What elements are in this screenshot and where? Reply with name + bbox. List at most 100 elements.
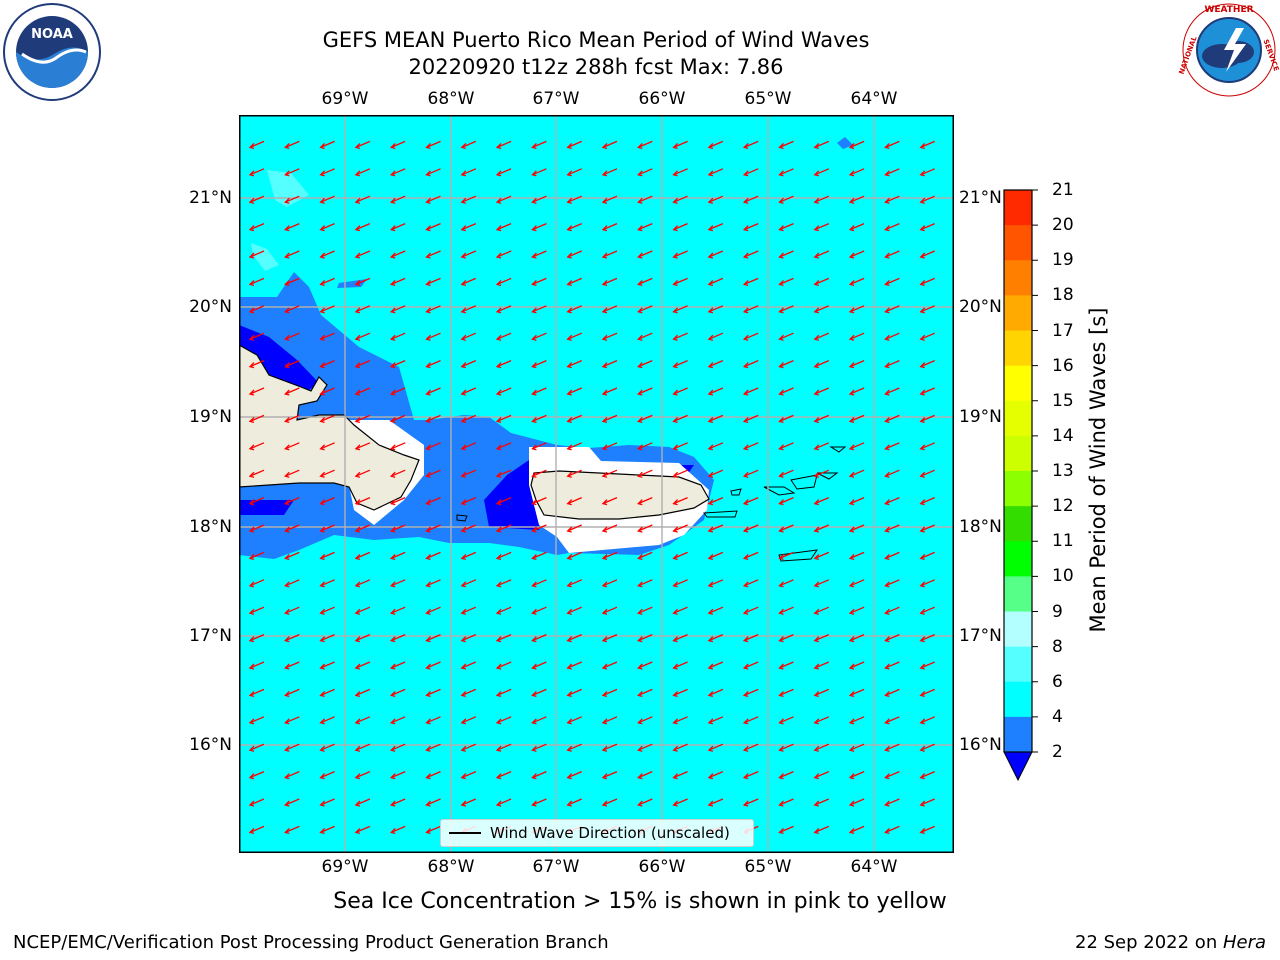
wave-direction-arrowhead bbox=[813, 197, 820, 204]
wave-direction-arrow bbox=[638, 524, 653, 532]
wave-direction-arrowhead bbox=[707, 389, 714, 396]
wave-direction-arrow bbox=[567, 469, 582, 477]
wave-direction-arrowhead bbox=[637, 581, 643, 588]
wave-direction-arrowhead bbox=[354, 553, 361, 561]
wave-direction-arrow bbox=[355, 223, 371, 231]
lon-label-top: 64°W bbox=[850, 89, 898, 109]
wave-direction-arrow bbox=[461, 688, 477, 696]
wave-direction-arrow bbox=[532, 332, 547, 340]
wave-direction-arrowhead bbox=[848, 252, 855, 259]
wave-direction-arrow bbox=[355, 771, 371, 779]
wave-direction-arrow bbox=[390, 798, 406, 806]
wave-direction-arrowhead bbox=[531, 690, 537, 698]
wave-direction-arrow bbox=[743, 195, 759, 203]
wave-direction-arrow bbox=[461, 634, 477, 642]
wave-direction-arrow bbox=[602, 387, 618, 395]
wave-direction-arrow bbox=[743, 551, 759, 559]
wave-direction-arrow bbox=[743, 524, 759, 532]
wave-direction-arrow bbox=[920, 195, 935, 203]
colorbar-tick-label: 21 bbox=[1052, 180, 1074, 200]
wave-direction-arrowhead bbox=[248, 636, 255, 643]
wave-direction-arrow bbox=[249, 195, 265, 203]
wave-direction-arrowhead bbox=[919, 334, 926, 341]
wave-direction-arrowhead bbox=[460, 526, 467, 533]
wave-direction-arrow bbox=[638, 360, 653, 368]
wave-direction-arrowhead bbox=[531, 499, 537, 506]
colorbar-segment bbox=[1004, 541, 1032, 577]
wave-direction-arrow bbox=[461, 223, 477, 231]
wave-direction-arrowhead bbox=[566, 690, 573, 698]
wave-direction-arrowhead bbox=[919, 663, 926, 670]
wave-direction-arrowhead bbox=[566, 279, 573, 287]
wave-direction-arrowhead bbox=[813, 800, 820, 807]
wave-direction-arrowhead bbox=[460, 279, 467, 287]
lon-label-top: 65°W bbox=[744, 89, 792, 109]
wave-direction-arrowhead bbox=[389, 416, 396, 424]
wave-direction-arrowhead bbox=[460, 225, 467, 232]
wave-direction-arrowhead bbox=[566, 334, 573, 341]
wave-direction-arrowhead bbox=[884, 252, 890, 259]
wave-direction-arrowhead bbox=[319, 389, 326, 396]
wave-direction-arrowhead bbox=[389, 334, 396, 341]
footer-date-text: 22 Sep 2022 on bbox=[1075, 932, 1223, 953]
wave-direction-arrowhead bbox=[566, 471, 573, 478]
wave-direction-arrow bbox=[708, 360, 724, 368]
wave-direction-arrowhead bbox=[848, 334, 855, 341]
wave-direction-arrow bbox=[496, 661, 512, 669]
wave-direction-arrowhead bbox=[707, 773, 714, 780]
wave-direction-arrowhead bbox=[778, 471, 784, 478]
wave-direction-arrow bbox=[567, 579, 582, 587]
wave-direction-arrow bbox=[779, 825, 794, 833]
wave-direction-arrow bbox=[285, 360, 300, 368]
wave-direction-arrowhead bbox=[495, 444, 502, 451]
wave-direction-arrowhead bbox=[672, 416, 679, 424]
wave-direction-arrow bbox=[285, 250, 300, 258]
wave-direction-arrow bbox=[461, 798, 477, 806]
wave-direction-arrow bbox=[249, 551, 265, 559]
wave-direction-arrow bbox=[885, 825, 900, 833]
wave-direction-arrowhead bbox=[601, 252, 608, 259]
puerto-rico-land bbox=[530, 470, 710, 520]
wave-direction-arrowhead bbox=[389, 307, 396, 314]
wave-direction-arrowhead bbox=[284, 197, 290, 204]
wave-direction-arrow bbox=[390, 223, 406, 231]
wave-direction-arrowhead bbox=[919, 499, 926, 506]
wave-direction-arrowhead bbox=[707, 225, 714, 232]
wave-direction-arrow bbox=[496, 634, 512, 642]
wave-direction-arrowhead bbox=[884, 608, 890, 615]
wave-direction-arrow bbox=[743, 469, 759, 477]
wave-direction-arrowhead bbox=[319, 170, 326, 177]
wave-direction-arrowhead bbox=[848, 526, 855, 533]
wave-direction-arrowhead bbox=[248, 718, 255, 725]
wave-direction-arrow bbox=[355, 743, 371, 751]
map-title: GEFS MEAN Puerto Rico Mean Period of Win… bbox=[322, 28, 870, 52]
wave-direction-arrowhead bbox=[531, 773, 537, 780]
svg-text:WEATHER: WEATHER bbox=[1204, 5, 1253, 15]
wave-direction-arrowhead bbox=[389, 553, 396, 561]
wave-direction-arrowhead bbox=[531, 334, 537, 341]
wave-direction-arrowhead bbox=[919, 773, 926, 780]
wave-direction-arrow bbox=[461, 168, 477, 176]
wave-direction-arrowhead bbox=[601, 499, 608, 506]
wave-direction-arrow bbox=[496, 223, 512, 231]
wave-direction-arrowhead bbox=[919, 279, 926, 287]
wave-direction-arrow bbox=[355, 277, 371, 285]
wave-direction-arrow bbox=[320, 688, 335, 696]
wave-direction-arrow bbox=[849, 442, 865, 450]
wave-direction-arrow bbox=[743, 250, 759, 258]
wave-direction-arrowhead bbox=[778, 444, 784, 451]
graticule bbox=[239, 115, 954, 853]
wave-direction-arrow bbox=[708, 716, 724, 724]
wave-direction-arrowhead bbox=[248, 389, 255, 396]
wave-direction-arrow bbox=[249, 140, 265, 148]
noaa-logo-text: NOAA bbox=[31, 27, 73, 42]
wave-direction-arrow bbox=[708, 497, 724, 505]
wave-direction-arrow bbox=[355, 798, 371, 806]
wave-direction-arrow bbox=[285, 798, 300, 806]
wave-direction-arrow bbox=[708, 661, 724, 669]
wave-direction-arrowhead bbox=[319, 636, 326, 643]
wave-direction-arrow bbox=[355, 332, 371, 340]
wave-direction-arrow bbox=[320, 771, 335, 779]
wave-direction-arrow bbox=[814, 743, 830, 751]
wave-direction-arrow bbox=[285, 277, 300, 285]
